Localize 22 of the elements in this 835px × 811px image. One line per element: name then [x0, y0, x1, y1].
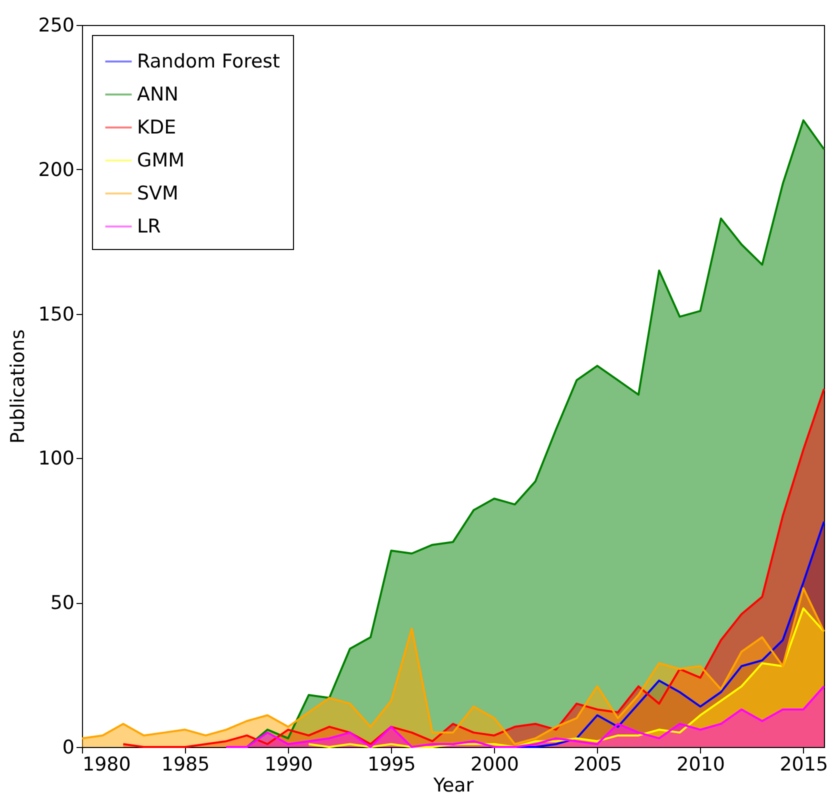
y-axis-title: Publications [7, 329, 30, 444]
x-tick-label: 1985 [161, 754, 210, 776]
y-tick-label: 50 [50, 592, 74, 614]
x-axis-title: Year [432, 774, 474, 796]
x-tick-label: 2010 [676, 754, 726, 776]
legend-label: KDE [137, 116, 176, 138]
y-tick-label: 250 [38, 14, 74, 36]
y-tick-label: 200 [38, 158, 74, 181]
x-tick-label: 2005 [574, 754, 622, 776]
y-tick-label: 0 [62, 736, 74, 758]
legend-label: GMM [137, 150, 185, 172]
legend-label: LR [137, 216, 161, 238]
x-tick-label: 2000 [470, 754, 519, 776]
x-tick-label: 1990 [264, 754, 313, 776]
legend-label: Random Forest [137, 50, 280, 72]
x-tick-label: 1995 [367, 754, 416, 776]
y-tick-label: 100 [38, 448, 74, 470]
y-tick-label: 150 [38, 303, 74, 326]
x-tick-label: 1980 [82, 754, 131, 776]
x-tick-label: 2015 [780, 754, 828, 776]
legend-label: ANN [137, 84, 178, 106]
legend-label: SVM [137, 182, 178, 204]
